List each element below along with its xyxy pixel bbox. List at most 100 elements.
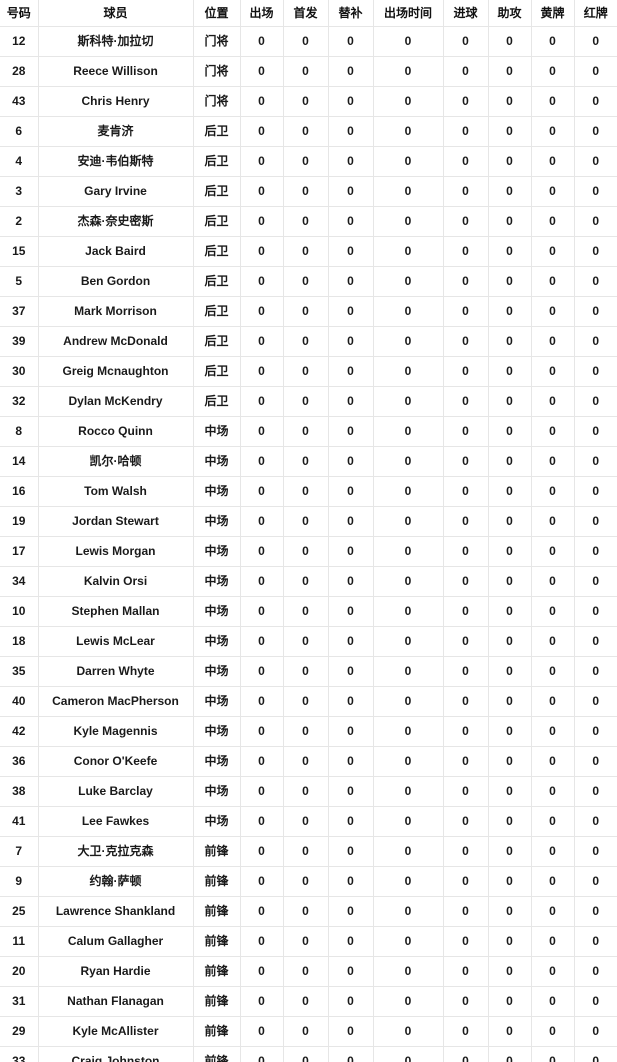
cell-minutes: 0 bbox=[373, 386, 444, 417]
cell-subs: 0 bbox=[328, 26, 374, 57]
column-header-number[interactable]: 号码 bbox=[0, 0, 39, 27]
table-row[interactable]: 28 Reece Willison 门将 0 0 0 0 0 0 0 0 bbox=[0, 56, 617, 87]
cell-player[interactable]: 凯尔·哈顿 bbox=[38, 446, 194, 477]
table-row[interactable]: 2 杰森·奈史密斯 后卫 0 0 0 0 0 0 0 0 bbox=[0, 206, 617, 237]
table-row[interactable]: 5 Ben Gordon 后卫 0 0 0 0 0 0 0 0 bbox=[0, 266, 617, 297]
cell-assists: 0 bbox=[488, 536, 532, 567]
cell-player[interactable]: Nathan Flanagan bbox=[38, 986, 194, 1017]
cell-assists: 0 bbox=[488, 266, 532, 297]
table-row[interactable]: 17 Lewis Morgan 中场 0 0 0 0 0 0 0 0 bbox=[0, 536, 617, 567]
cell-player[interactable]: Cameron MacPherson bbox=[38, 686, 194, 717]
cell-minutes: 0 bbox=[373, 116, 444, 147]
cell-red: 0 bbox=[574, 866, 617, 897]
cell-player[interactable]: Conor O'Keefe bbox=[38, 746, 194, 777]
table-row[interactable]: 20 Ryan Hardie 前锋 0 0 0 0 0 0 0 0 bbox=[0, 956, 617, 987]
cell-player[interactable]: Darren Whyte bbox=[38, 656, 194, 687]
table-row[interactable]: 39 Andrew McDonald 后卫 0 0 0 0 0 0 0 0 bbox=[0, 326, 617, 357]
column-header-goals[interactable]: 进球 bbox=[443, 0, 489, 27]
table-row[interactable]: 15 Jack Baird 后卫 0 0 0 0 0 0 0 0 bbox=[0, 236, 617, 267]
cell-player[interactable]: 麦肯济 bbox=[38, 116, 194, 147]
cell-player[interactable]: Lawrence Shankland bbox=[38, 896, 194, 927]
cell-subs: 0 bbox=[328, 956, 374, 987]
table-row[interactable]: 35 Darren Whyte 中场 0 0 0 0 0 0 0 0 bbox=[0, 656, 617, 687]
table-row[interactable]: 40 Cameron MacPherson 中场 0 0 0 0 0 0 0 0 bbox=[0, 686, 617, 717]
table-row[interactable]: 43 Chris Henry 门将 0 0 0 0 0 0 0 0 bbox=[0, 86, 617, 117]
cell-player[interactable]: Jordan Stewart bbox=[38, 506, 194, 537]
cell-position: 后卫 bbox=[193, 356, 241, 387]
table-body: 12 斯科特·加拉切 门将 0 0 0 0 0 0 0 0 28 Reece Willison 门将 0 0 0… bbox=[0, 26, 617, 1062]
cell-player[interactable]: Dylan McKendry bbox=[38, 386, 194, 417]
cell-player[interactable]: Stephen Mallan bbox=[38, 596, 194, 627]
table-row[interactable]: 7 大卫·克拉克森 前锋 0 0 0 0 0 0 0 0 bbox=[0, 836, 617, 867]
table-row[interactable]: 8 Rocco Quinn 中场 0 0 0 0 0 0 0 0 bbox=[0, 416, 617, 447]
cell-starts: 0 bbox=[283, 86, 329, 117]
cell-player[interactable]: Calum Gallagher bbox=[38, 926, 194, 957]
cell-player[interactable]: Craig Johnston bbox=[38, 1046, 194, 1062]
column-header-minutes[interactable]: 出场时间 bbox=[373, 0, 444, 27]
column-header-player[interactable]: 球员 bbox=[38, 0, 194, 27]
cell-player[interactable]: Rocco Quinn bbox=[38, 416, 194, 447]
cell-player[interactable]: 约翰·萨顿 bbox=[38, 866, 194, 897]
cell-player[interactable]: Lewis McLear bbox=[38, 626, 194, 657]
table-row[interactable]: 11 Calum Gallagher 前锋 0 0 0 0 0 0 0 0 bbox=[0, 926, 617, 957]
table-row[interactable]: 19 Jordan Stewart 中场 0 0 0 0 0 0 0 0 bbox=[0, 506, 617, 537]
cell-player[interactable]: Kalvin Orsi bbox=[38, 566, 194, 597]
cell-yellow: 0 bbox=[531, 176, 575, 207]
table-row[interactable]: 16 Tom Walsh 中场 0 0 0 0 0 0 0 0 bbox=[0, 476, 617, 507]
column-header-yellow[interactable]: 黄牌 bbox=[531, 0, 575, 27]
table-row[interactable]: 18 Lewis McLear 中场 0 0 0 0 0 0 0 0 bbox=[0, 626, 617, 657]
table-row[interactable]: 33 Craig Johnston 前锋 0 0 0 0 0 0 0 0 bbox=[0, 1046, 617, 1062]
column-header-red[interactable]: 红牌 bbox=[574, 0, 617, 27]
cell-goals: 0 bbox=[443, 446, 489, 477]
cell-player[interactable]: Ben Gordon bbox=[38, 266, 194, 297]
cell-player[interactable]: Luke Barclay bbox=[38, 776, 194, 807]
cell-minutes: 0 bbox=[373, 866, 444, 897]
cell-player[interactable]: Gary Irvine bbox=[38, 176, 194, 207]
table-row[interactable]: 31 Nathan Flanagan 前锋 0 0 0 0 0 0 0 0 bbox=[0, 986, 617, 1017]
column-header-subs[interactable]: 替补 bbox=[328, 0, 374, 27]
table-row[interactable]: 3 Gary Irvine 后卫 0 0 0 0 0 0 0 0 bbox=[0, 176, 617, 207]
table-row[interactable]: 42 Kyle Magennis 中场 0 0 0 0 0 0 0 0 bbox=[0, 716, 617, 747]
cell-player[interactable]: Kyle Magennis bbox=[38, 716, 194, 747]
cell-player[interactable]: 大卫·克拉克森 bbox=[38, 836, 194, 867]
table-row[interactable]: 30 Greig Mcnaughton 后卫 0 0 0 0 0 0 0 0 bbox=[0, 356, 617, 387]
cell-player[interactable]: 斯科特·加拉切 bbox=[38, 26, 194, 57]
cell-assists: 0 bbox=[488, 776, 532, 807]
cell-player[interactable]: Lewis Morgan bbox=[38, 536, 194, 567]
table-row[interactable]: 34 Kalvin Orsi 中场 0 0 0 0 0 0 0 0 bbox=[0, 566, 617, 597]
cell-player[interactable]: Greig Mcnaughton bbox=[38, 356, 194, 387]
table-row[interactable]: 9 约翰·萨顿 前锋 0 0 0 0 0 0 0 0 bbox=[0, 866, 617, 897]
cell-player[interactable]: Kyle McAllister bbox=[38, 1016, 194, 1047]
cell-subs: 0 bbox=[328, 926, 374, 957]
cell-number: 29 bbox=[0, 1016, 39, 1047]
table-row[interactable]: 10 Stephen Mallan 中场 0 0 0 0 0 0 0 0 bbox=[0, 596, 617, 627]
column-header-assists[interactable]: 助攻 bbox=[488, 0, 532, 27]
table-row[interactable]: 37 Mark Morrison 后卫 0 0 0 0 0 0 0 0 bbox=[0, 296, 617, 327]
table-row[interactable]: 38 Luke Barclay 中场 0 0 0 0 0 0 0 0 bbox=[0, 776, 617, 807]
cell-red: 0 bbox=[574, 476, 617, 507]
cell-player[interactable]: Jack Baird bbox=[38, 236, 194, 267]
table-row[interactable]: 14 凯尔·哈顿 中场 0 0 0 0 0 0 0 0 bbox=[0, 446, 617, 477]
cell-apps: 0 bbox=[240, 26, 284, 57]
cell-player[interactable]: Lee Fawkes bbox=[38, 806, 194, 837]
table-row[interactable]: 32 Dylan McKendry 后卫 0 0 0 0 0 0 0 0 bbox=[0, 386, 617, 417]
cell-player[interactable]: 杰森·奈史密斯 bbox=[38, 206, 194, 237]
cell-player[interactable]: Andrew McDonald bbox=[38, 326, 194, 357]
cell-player[interactable]: Tom Walsh bbox=[38, 476, 194, 507]
table-row[interactable]: 41 Lee Fawkes 中场 0 0 0 0 0 0 0 0 bbox=[0, 806, 617, 837]
cell-player[interactable]: Ryan Hardie bbox=[38, 956, 194, 987]
table-row[interactable]: 36 Conor O'Keefe 中场 0 0 0 0 0 0 0 0 bbox=[0, 746, 617, 777]
table-row[interactable]: 29 Kyle McAllister 前锋 0 0 0 0 0 0 0 0 bbox=[0, 1016, 617, 1047]
cell-player[interactable]: Mark Morrison bbox=[38, 296, 194, 327]
table-row[interactable]: 4 安迪·韦伯斯特 后卫 0 0 0 0 0 0 0 0 bbox=[0, 146, 617, 177]
cell-position: 中场 bbox=[193, 596, 241, 627]
column-header-apps[interactable]: 出场 bbox=[240, 0, 284, 27]
column-header-starts[interactable]: 首发 bbox=[283, 0, 329, 27]
cell-player[interactable]: 安迪·韦伯斯特 bbox=[38, 146, 194, 177]
table-row[interactable]: 6 麦肯济 后卫 0 0 0 0 0 0 0 0 bbox=[0, 116, 617, 147]
column-header-position[interactable]: 位置 bbox=[193, 0, 241, 27]
cell-player[interactable]: Chris Henry bbox=[38, 86, 194, 117]
table-row[interactable]: 12 斯科特·加拉切 门将 0 0 0 0 0 0 0 0 bbox=[0, 26, 617, 57]
table-row[interactable]: 25 Lawrence Shankland 前锋 0 0 0 0 0 0 0 0 bbox=[0, 896, 617, 927]
cell-player[interactable]: Reece Willison bbox=[38, 56, 194, 87]
